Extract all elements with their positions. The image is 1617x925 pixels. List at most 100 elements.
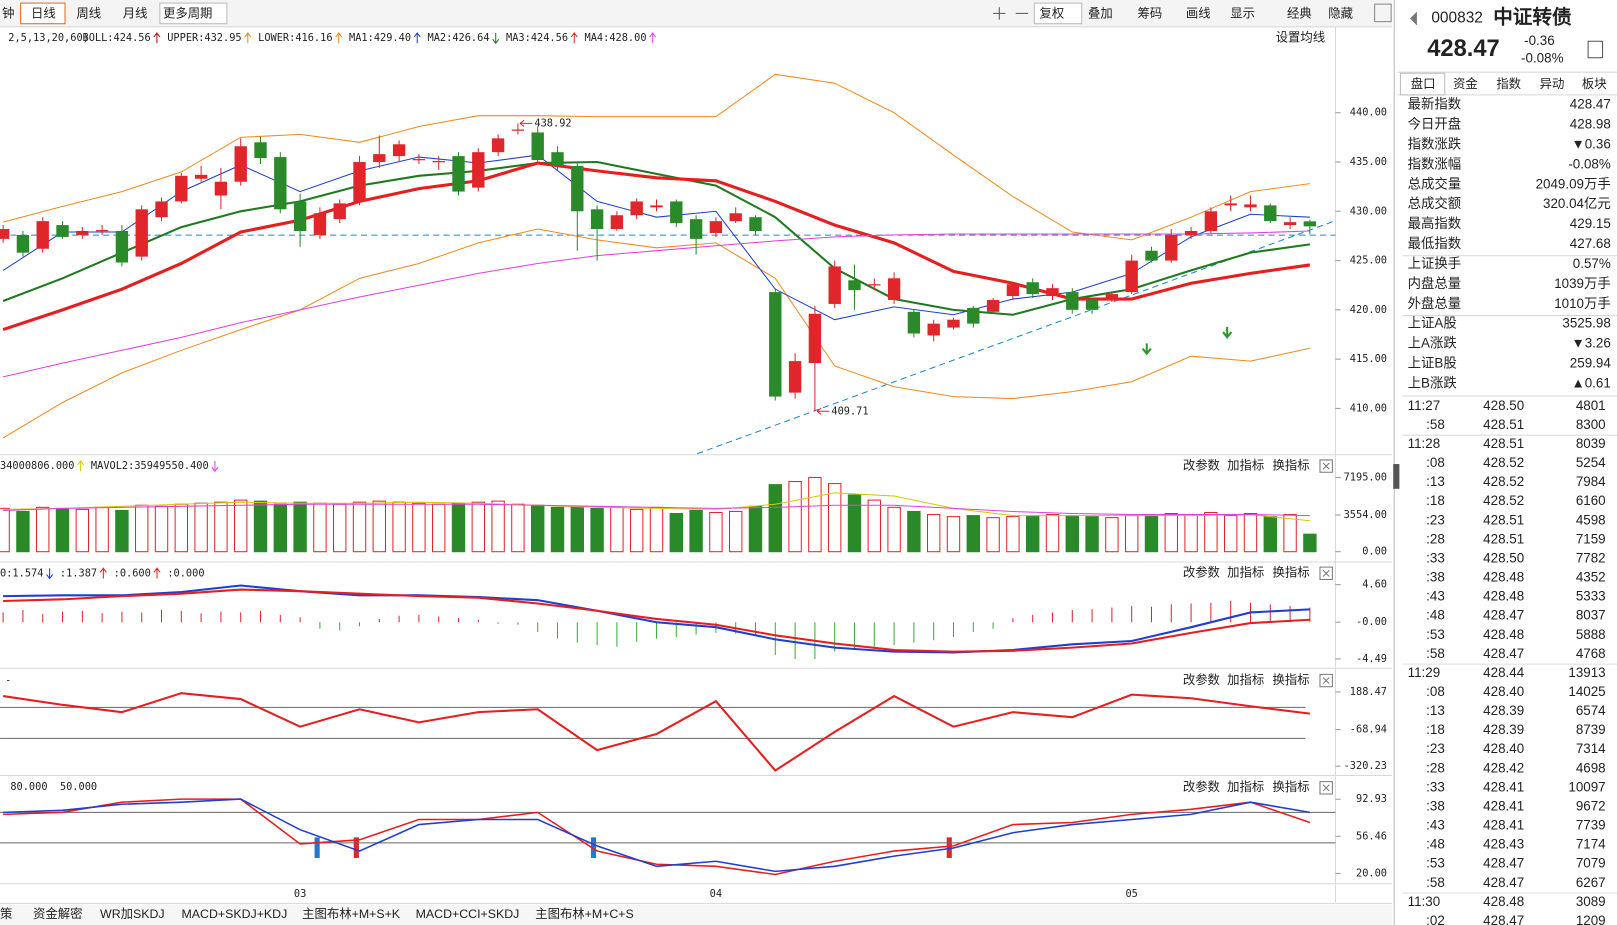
prev-icon[interactable]	[1410, 12, 1418, 26]
stat-label: 最低指数	[1408, 236, 1462, 251]
tick-volume: 9672	[1576, 798, 1606, 813]
period-tab[interactable]: 周线	[76, 7, 101, 21]
panel-button[interactable]: 换指标	[1273, 457, 1310, 472]
volume-bar	[234, 499, 248, 553]
tick-time: :38	[1426, 798, 1445, 813]
candle-body	[1085, 299, 1099, 310]
candle-body	[590, 209, 604, 230]
tool-button[interactable]: 显示	[1230, 7, 1255, 21]
stat-label: 最高指数	[1408, 215, 1462, 231]
candle-body	[868, 284, 881, 286]
tick-price: 428.47	[1483, 913, 1524, 925]
max-icon[interactable]	[1374, 3, 1392, 23]
tick-time: :28	[1426, 760, 1445, 775]
period-tab[interactable]: 月线	[123, 7, 148, 21]
ma-setting[interactable]: 设置均线	[1276, 30, 1325, 44]
tool-button[interactable]: 隐藏	[1328, 7, 1353, 21]
tool-button[interactable]: 叠加	[1088, 7, 1113, 21]
y-tick-label: 56.46	[1356, 830, 1387, 842]
panel-button[interactable]: 加指标	[1227, 672, 1264, 687]
tick-volume: 7079	[1576, 856, 1606, 871]
close-button[interactable]	[1319, 781, 1333, 795]
tick-volume: 4352	[1576, 570, 1606, 585]
quote-tab[interactable]: 盘口	[1411, 76, 1436, 91]
legend-arrow	[413, 32, 421, 44]
panel-button[interactable]: 换指标	[1273, 779, 1310, 794]
quote-tab[interactable]: 资金	[1453, 76, 1478, 91]
candle-body	[947, 319, 960, 328]
tick-price: 428.48	[1483, 627, 1524, 642]
legend-entry: :0.000	[167, 567, 204, 579]
bottom-tab[interactable]: MACD+SKDJ+KDJ	[182, 907, 288, 921]
stat-label: 指数涨幅	[1408, 156, 1462, 171]
period-tab[interactable]: 日线	[31, 7, 56, 21]
candle-body	[887, 278, 901, 300]
candle-body	[313, 213, 327, 235]
volume-bar	[412, 502, 426, 553]
tick-volume: 7739	[1576, 818, 1606, 833]
bottom-tab[interactable]: 资金解密	[33, 906, 82, 921]
quote-tab[interactable]: 指数	[1496, 76, 1521, 91]
volume-bar	[333, 503, 347, 553]
bottom-tab[interactable]: MACD+CCI+SKDJ	[416, 907, 520, 921]
panel-button[interactable]: 改参数	[1183, 565, 1220, 580]
close-button[interactable]	[1319, 459, 1333, 473]
tick-price: 428.51	[1483, 436, 1524, 451]
bottom-tab[interactable]: 策	[0, 906, 12, 921]
volume-bar	[451, 502, 466, 553]
tool-button[interactable]: 筹码	[1137, 6, 1162, 21]
tick-price: 428.41	[1483, 818, 1524, 833]
panel-button[interactable]: 加指标	[1227, 457, 1264, 472]
bottom-tab[interactable]: 主图布林+M+C+S	[535, 907, 634, 921]
panel-button[interactable]: 加指标	[1227, 779, 1264, 794]
bottom-tab[interactable]: WR加SKDJ	[100, 907, 165, 921]
close-button[interactable]	[1319, 566, 1333, 581]
bottom-tab[interactable]: 主图布林+M+S+K	[302, 907, 401, 921]
tick-price: 428.40	[1483, 684, 1524, 699]
tool-button[interactable]: 画线	[1186, 7, 1211, 21]
tick-time: :53	[1426, 627, 1445, 642]
candle-body	[1066, 292, 1079, 310]
quote-tab[interactable]: 板块	[1582, 77, 1607, 91]
y-tick-label: 420.00	[1350, 304, 1387, 316]
tick-time: :58	[1426, 646, 1445, 661]
y-tick-label: -0.00	[1356, 616, 1387, 628]
panel-button[interactable]: 改参数	[1183, 672, 1220, 687]
tick-price: 428.52	[1483, 493, 1524, 508]
volume-bar	[986, 517, 1000, 553]
tick-price: 428.48	[1483, 589, 1524, 604]
period-tab[interactable]: 更多周期	[163, 7, 212, 21]
period-tab[interactable]: 钟	[2, 6, 14, 21]
tool-button[interactable]: 复权	[1040, 7, 1065, 21]
legend-arrow	[492, 32, 500, 45]
stat-value: -0.08%	[1568, 156, 1611, 171]
panel-button[interactable]: 改参数	[1183, 457, 1220, 472]
quote-tab[interactable]: 异动	[1540, 77, 1565, 91]
stat-label: 上证A股	[1408, 316, 1457, 331]
panel-button[interactable]: 换指标	[1273, 672, 1310, 687]
tick-time: :53	[1426, 856, 1445, 871]
candle-body	[551, 152, 564, 166]
tick-time: :18	[1426, 493, 1445, 508]
panel-button[interactable]: 加指标	[1227, 565, 1264, 580]
tool-button[interactable]: 经典	[1287, 7, 1312, 21]
panel-button[interactable]: 换指标	[1273, 565, 1310, 580]
zoom-icons[interactable]	[993, 7, 1029, 20]
panel-button[interactable]: 改参数	[1183, 779, 1220, 794]
volume-bar	[649, 506, 664, 553]
quote-name: 中证转债	[1493, 6, 1572, 29]
tick-volume: 7782	[1576, 550, 1606, 565]
stat-value: 320.04亿元	[1543, 196, 1611, 211]
window-icon[interactable]	[1587, 40, 1604, 59]
splitter-handle[interactable]	[1393, 464, 1400, 489]
close-button[interactable]	[1319, 673, 1333, 688]
tick-volume: 1209	[1576, 913, 1606, 925]
macd-line	[3, 588, 1310, 653]
tick-price: 428.52	[1483, 455, 1524, 470]
volume-bar	[887, 506, 901, 553]
candle-body	[1244, 204, 1257, 208]
tick-time: :58	[1426, 417, 1445, 432]
candle-body	[472, 152, 485, 188]
tick-time: :48	[1426, 608, 1445, 623]
